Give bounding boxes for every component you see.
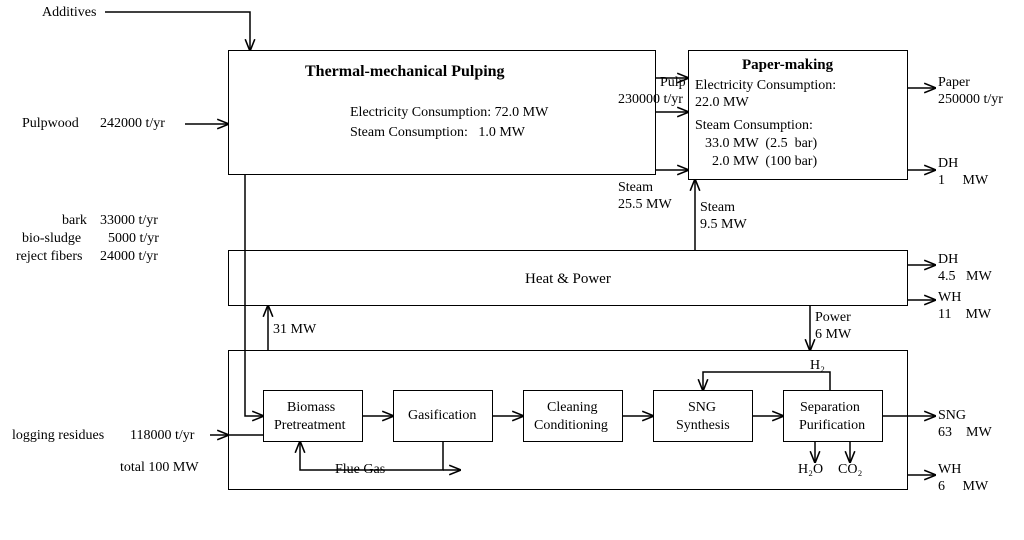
papermaking-l5: 2.0 MW (100 bar) [705,154,817,171]
input-biosludge-label: bio-sludge [22,231,81,248]
cleaning-l1: Cleaning [547,400,598,417]
out-dh1-label: DH [938,156,958,173]
flow-heat-in: 31 MW [273,322,316,339]
heatpower-title: Heat & Power [525,270,611,288]
papermaking-l3: Steam Consumption: [695,118,813,135]
flow-steam1-label: Steam [618,180,653,197]
out-dh1-val: 1 MW [938,173,988,190]
flow-fluegas: Flue Gas [335,462,385,479]
diagram-canvas: Thermal-mechanical Pulping Electricity C… [0,0,1024,540]
flow-steam2-label: Steam [700,200,735,217]
out-sng-val: 63 MW [938,425,992,442]
flow-pulp-val: 230000 t/yr [618,92,683,109]
out-dh2-label: DH [938,252,958,269]
flow-steam1-val: 25.5 MW [618,197,672,214]
out-sng-label: SNG [938,408,966,425]
input-reject-val: 24000 t/yr [100,249,158,266]
out-wh2-val: 6 MW [938,479,988,496]
pulping-elec: Electricity Consumption: 72.0 MW [350,105,548,122]
input-reject-label: reject fibers [16,249,82,266]
papermaking-l2: 22.0 MW [695,95,749,112]
papermaking-title: Paper-making [742,56,833,74]
flow-co2: CO₂ [838,462,862,479]
out-paper-label: Paper [938,75,970,92]
input-pulpwood-label: Pulpwood [22,116,79,133]
out-paper-val: 250000 t/yr [938,92,1003,109]
sng-l1: SNG [688,400,716,417]
cleaning-l2: Conditioning [534,418,608,435]
input-bark-label: bark [62,213,87,230]
biomass-l1: Biomass [287,400,335,417]
out-wh2-label: WH [938,462,961,479]
input-logging-label: logging residues [12,428,104,445]
input-total: total 100 MW [120,460,199,477]
sng-l2: Synthesis [676,418,730,435]
flow-power-label: Power [815,310,851,327]
flow-power-val: 6 MW [815,327,851,344]
separation-l1: Separation [800,400,860,417]
pulping-title: Thermal-mechanical Pulping [305,62,505,81]
pulping-steam: Steam Consumption: 1.0 MW [350,125,525,142]
input-additives: Additives [42,5,96,22]
input-pulpwood-val: 242000 t/yr [100,116,165,133]
input-biosludge-val: 5000 t/yr [108,231,159,248]
flow-steam2-val: 9.5 MW [700,217,747,234]
papermaking-l1: Electricity Consumption: [695,78,836,95]
flow-pulp-label: Pulp [660,75,686,92]
papermaking-l4: 33.0 MW (2.5 bar) [705,136,817,153]
input-bark-val: 33000 t/yr [100,213,158,230]
out-dh2-val: 4.5 MW [938,269,992,286]
out-wh1-val: 11 MW [938,307,991,324]
biomass-l2: Pretreatment [274,418,346,435]
separation-l2: Purification [799,418,865,435]
out-wh1-label: WH [938,290,961,307]
input-logging-val: 118000 t/yr [130,428,194,445]
flow-h2: H₂ [810,358,825,375]
flow-h2o: H₂O [798,462,823,479]
gasification-l1: Gasification [408,408,476,425]
